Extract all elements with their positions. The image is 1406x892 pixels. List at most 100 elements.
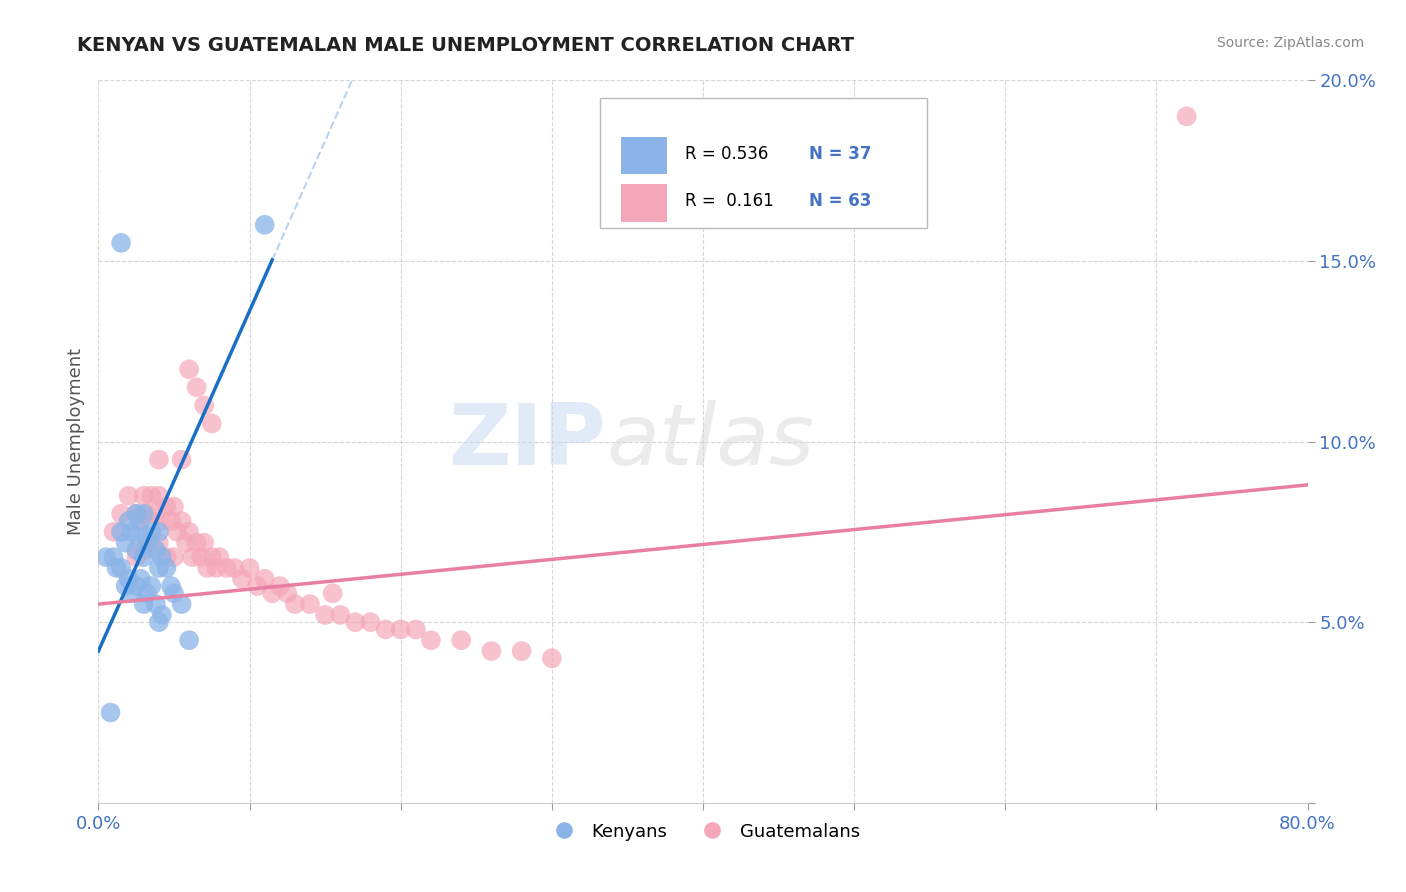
Point (190, 550, 212, 565)
Legend: Kenyans, Guatemalans: Kenyans, Guatemalans (538, 815, 868, 848)
Point (148, 561, 170, 575)
Text: atlas: atlas (606, 400, 814, 483)
Point (179, 362, 201, 376)
Point (125, 542, 148, 557)
Point (201, 417, 224, 431)
Point (179, 633, 201, 648)
Point (135, 535, 157, 549)
Point (344, 615, 367, 630)
Point (170, 514, 193, 528)
Point (360, 615, 382, 630)
Point (201, 550, 224, 565)
Point (148, 489, 170, 503)
FancyBboxPatch shape (600, 98, 927, 228)
Point (540, 651, 562, 665)
Point (276, 586, 298, 600)
Bar (621, 184, 666, 222)
Point (148, 452, 170, 467)
Point (132, 542, 155, 557)
Point (129, 572, 152, 586)
Point (208, 550, 231, 565)
Point (389, 623, 412, 637)
Point (110, 235, 132, 250)
Point (160, 579, 183, 593)
Point (150, 607, 173, 622)
Point (132, 550, 155, 565)
Point (150, 514, 173, 528)
Point (121, 586, 143, 600)
Point (132, 597, 155, 611)
Point (121, 524, 143, 539)
Point (374, 623, 396, 637)
Point (329, 607, 352, 622)
Point (148, 535, 170, 549)
Point (100, 706, 122, 720)
Point (155, 561, 177, 575)
Point (420, 633, 443, 648)
Point (125, 507, 148, 521)
Point (262, 586, 284, 600)
Point (129, 514, 152, 528)
Point (105, 561, 128, 575)
Point (193, 398, 215, 412)
Point (125, 579, 148, 593)
Point (166, 524, 188, 539)
Point (148, 615, 170, 630)
Point (114, 535, 136, 549)
Point (269, 579, 291, 593)
Point (103, 550, 125, 565)
Text: R = 0.536: R = 0.536 (685, 145, 768, 163)
Point (314, 607, 336, 622)
Text: ZIP: ZIP (449, 400, 606, 483)
Point (1175, 109, 1198, 123)
Point (322, 586, 344, 600)
Point (103, 524, 125, 539)
Point (405, 623, 427, 637)
Point (129, 524, 152, 539)
Text: Source: ZipAtlas.com: Source: ZipAtlas.com (1216, 36, 1364, 50)
Point (114, 579, 136, 593)
Text: R =  0.161: R = 0.161 (685, 193, 773, 211)
Text: KENYAN VS GUATEMALAN MALE UNEMPLOYMENT CORRELATION CHART: KENYAN VS GUATEMALAN MALE UNEMPLOYMENT C… (77, 36, 855, 54)
Point (125, 550, 148, 565)
Point (450, 633, 472, 648)
Point (253, 572, 276, 586)
Text: N = 63: N = 63 (810, 193, 872, 211)
Point (163, 550, 186, 565)
Point (170, 452, 193, 467)
Point (145, 507, 167, 521)
Point (186, 380, 208, 394)
Point (299, 597, 322, 611)
Point (239, 561, 262, 575)
Point (141, 535, 163, 549)
Point (148, 524, 170, 539)
Point (94, 550, 117, 565)
Point (118, 489, 141, 503)
Point (118, 514, 141, 528)
Point (132, 489, 155, 503)
Text: N = 37: N = 37 (810, 145, 872, 163)
Point (215, 561, 238, 575)
Point (141, 579, 163, 593)
Point (231, 572, 253, 586)
Point (481, 644, 503, 658)
Point (510, 644, 533, 658)
Point (163, 586, 186, 600)
Point (193, 535, 215, 549)
Point (284, 597, 307, 611)
Point (205, 561, 228, 575)
Point (155, 550, 177, 565)
Point (181, 550, 204, 565)
Point (141, 524, 163, 539)
Bar (621, 136, 666, 175)
Point (174, 535, 197, 549)
Point (163, 500, 186, 514)
Point (170, 597, 193, 611)
Point (145, 542, 167, 557)
Point (246, 579, 269, 593)
Point (135, 586, 157, 600)
Point (195, 561, 218, 575)
Point (253, 218, 276, 232)
Point (110, 561, 132, 575)
Point (186, 535, 208, 549)
